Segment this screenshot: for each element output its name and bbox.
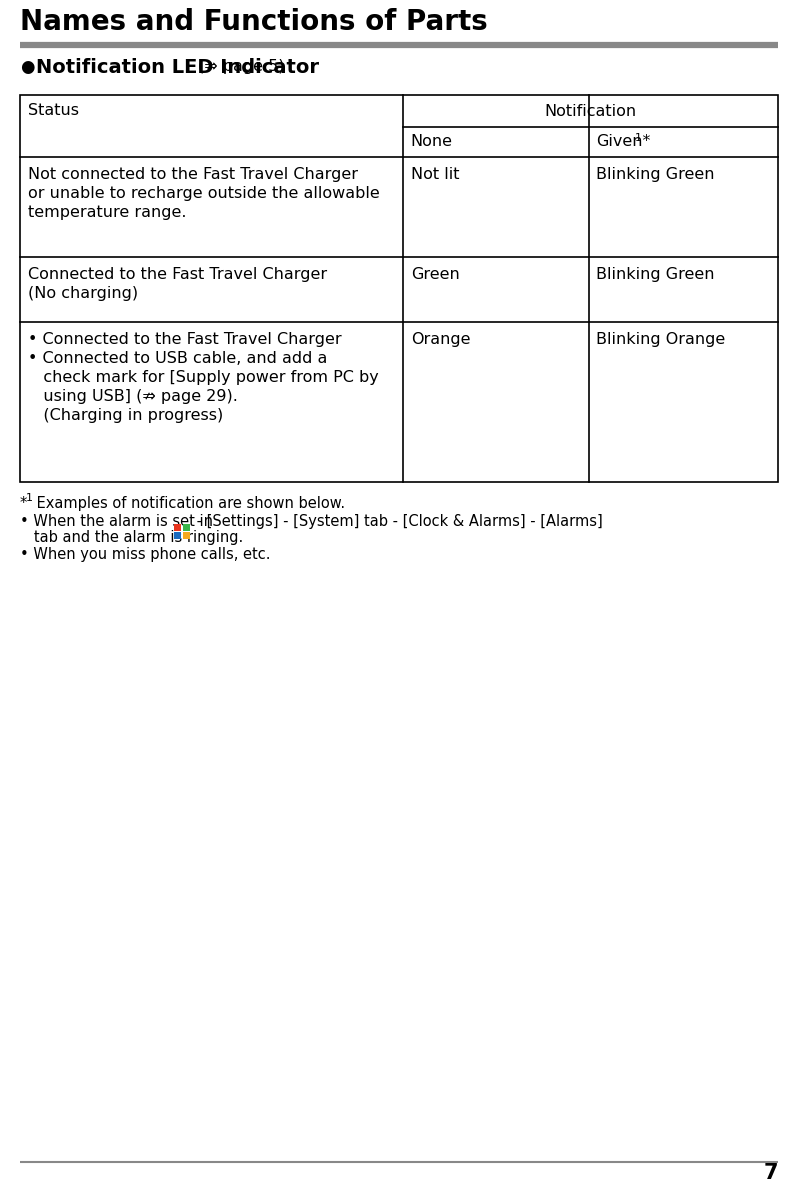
Text: Names and Functions of Parts: Names and Functions of Parts [20, 8, 488, 36]
Text: • Connected to the Fast Travel Charger: • Connected to the Fast Travel Charger [28, 332, 342, 347]
Text: Orange: Orange [411, 332, 470, 347]
Text: • When you miss phone calls, etc.: • When you miss phone calls, etc. [20, 547, 271, 561]
Text: Status: Status [28, 103, 79, 118]
Text: Blinking Orange: Blinking Orange [596, 332, 725, 347]
Text: • Connected to USB cable, and add a: • Connected to USB cable, and add a [28, 351, 327, 366]
Text: Notification LED Indicator: Notification LED Indicator [36, 58, 319, 77]
Text: Green: Green [411, 267, 460, 283]
Text: 1: 1 [26, 493, 33, 503]
Text: Blinking Green: Blinking Green [596, 167, 715, 182]
Text: 1: 1 [634, 133, 642, 142]
Text: 7: 7 [764, 1163, 778, 1183]
Bar [183, 523, 190, 531]
Text: tab and the alarm is ringing.: tab and the alarm is ringing. [20, 531, 243, 545]
Text: Not connected to the Fast Travel Charger: Not connected to the Fast Travel Charger [28, 167, 358, 182]
Text: - [Settings] - [System] tab - [Clock & Alarms] - [Alarms]: - [Settings] - [System] tab - [Clock & A… [192, 514, 602, 529]
Text: Connected to the Fast Travel Charger: Connected to the Fast Travel Charger [28, 267, 327, 283]
Text: or unable to recharge outside the allowable: or unable to recharge outside the allowa… [28, 186, 380, 201]
Text: (⇏ page 5): (⇏ page 5) [198, 59, 285, 74]
Text: *: * [20, 496, 27, 510]
Text: (Charging in progress): (Charging in progress) [28, 408, 223, 423]
Text: Not lit: Not lit [411, 167, 460, 182]
Text: None: None [411, 134, 452, 150]
Bar [20, 95, 778, 482]
Bar [174, 523, 181, 531]
Bar [174, 532, 181, 539]
Text: Blinking Green: Blinking Green [596, 267, 715, 283]
Text: • When the alarm is set in: • When the alarm is set in [20, 514, 213, 529]
Text: ●: ● [20, 58, 34, 76]
Text: Notification: Notification [544, 103, 637, 119]
Text: temperature range.: temperature range. [28, 205, 187, 220]
Text: check mark for [Supply power from PC by: check mark for [Supply power from PC by [28, 370, 379, 385]
Text: (No charging): (No charging) [28, 286, 138, 301]
Text: using USB] (⇏ page 29).: using USB] (⇏ page 29). [28, 389, 238, 404]
Text: Given*: Given* [596, 134, 651, 150]
Text: Examples of notification are shown below.: Examples of notification are shown below… [32, 496, 345, 510]
Bar [183, 532, 190, 539]
